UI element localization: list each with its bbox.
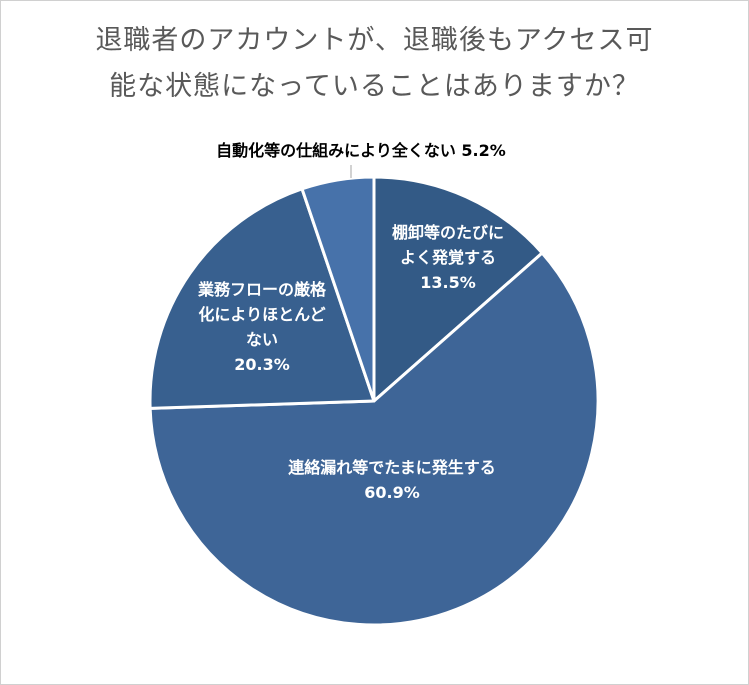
chart-title-line-2: 能な状態になっていることはありますか？ (109, 71, 640, 102)
pie-slice-2 (148, 251, 600, 627)
slice-label-1-line-1: 棚卸等のたびに (392, 223, 504, 242)
slice-label-3-line-2: 化によりほとんど (198, 305, 325, 324)
slice-label-3-line-1: 業務フローの厳格 (197, 280, 327, 299)
slice-label-4: 自動化等の仕組みにより全くない 5.2% (216, 141, 506, 160)
slice-label-3-line-3: ない (246, 330, 278, 349)
slice-value-2: 60.9% (364, 483, 420, 502)
pie-slice-4 (300, 175, 376, 403)
slice-label-2-line-1: 連絡漏れ等でたまに発生する (288, 458, 496, 477)
pie-slice-1 (372, 175, 544, 403)
slice-value-1: 13.5% (420, 273, 476, 292)
pie-slices (148, 175, 600, 627)
slice-label-1-line-2: よく発覚する (400, 248, 496, 267)
pie-slice-3 (148, 187, 376, 410)
chart-title: 退職者のアカウントが、退職後もアクセス可 能な状態になっていることはありますか？ (0, 18, 749, 110)
chart-title-line-1: 退職者のアカウントが、退職後もアクセス可 (95, 25, 654, 56)
slice-value-3: 20.3% (234, 355, 290, 374)
